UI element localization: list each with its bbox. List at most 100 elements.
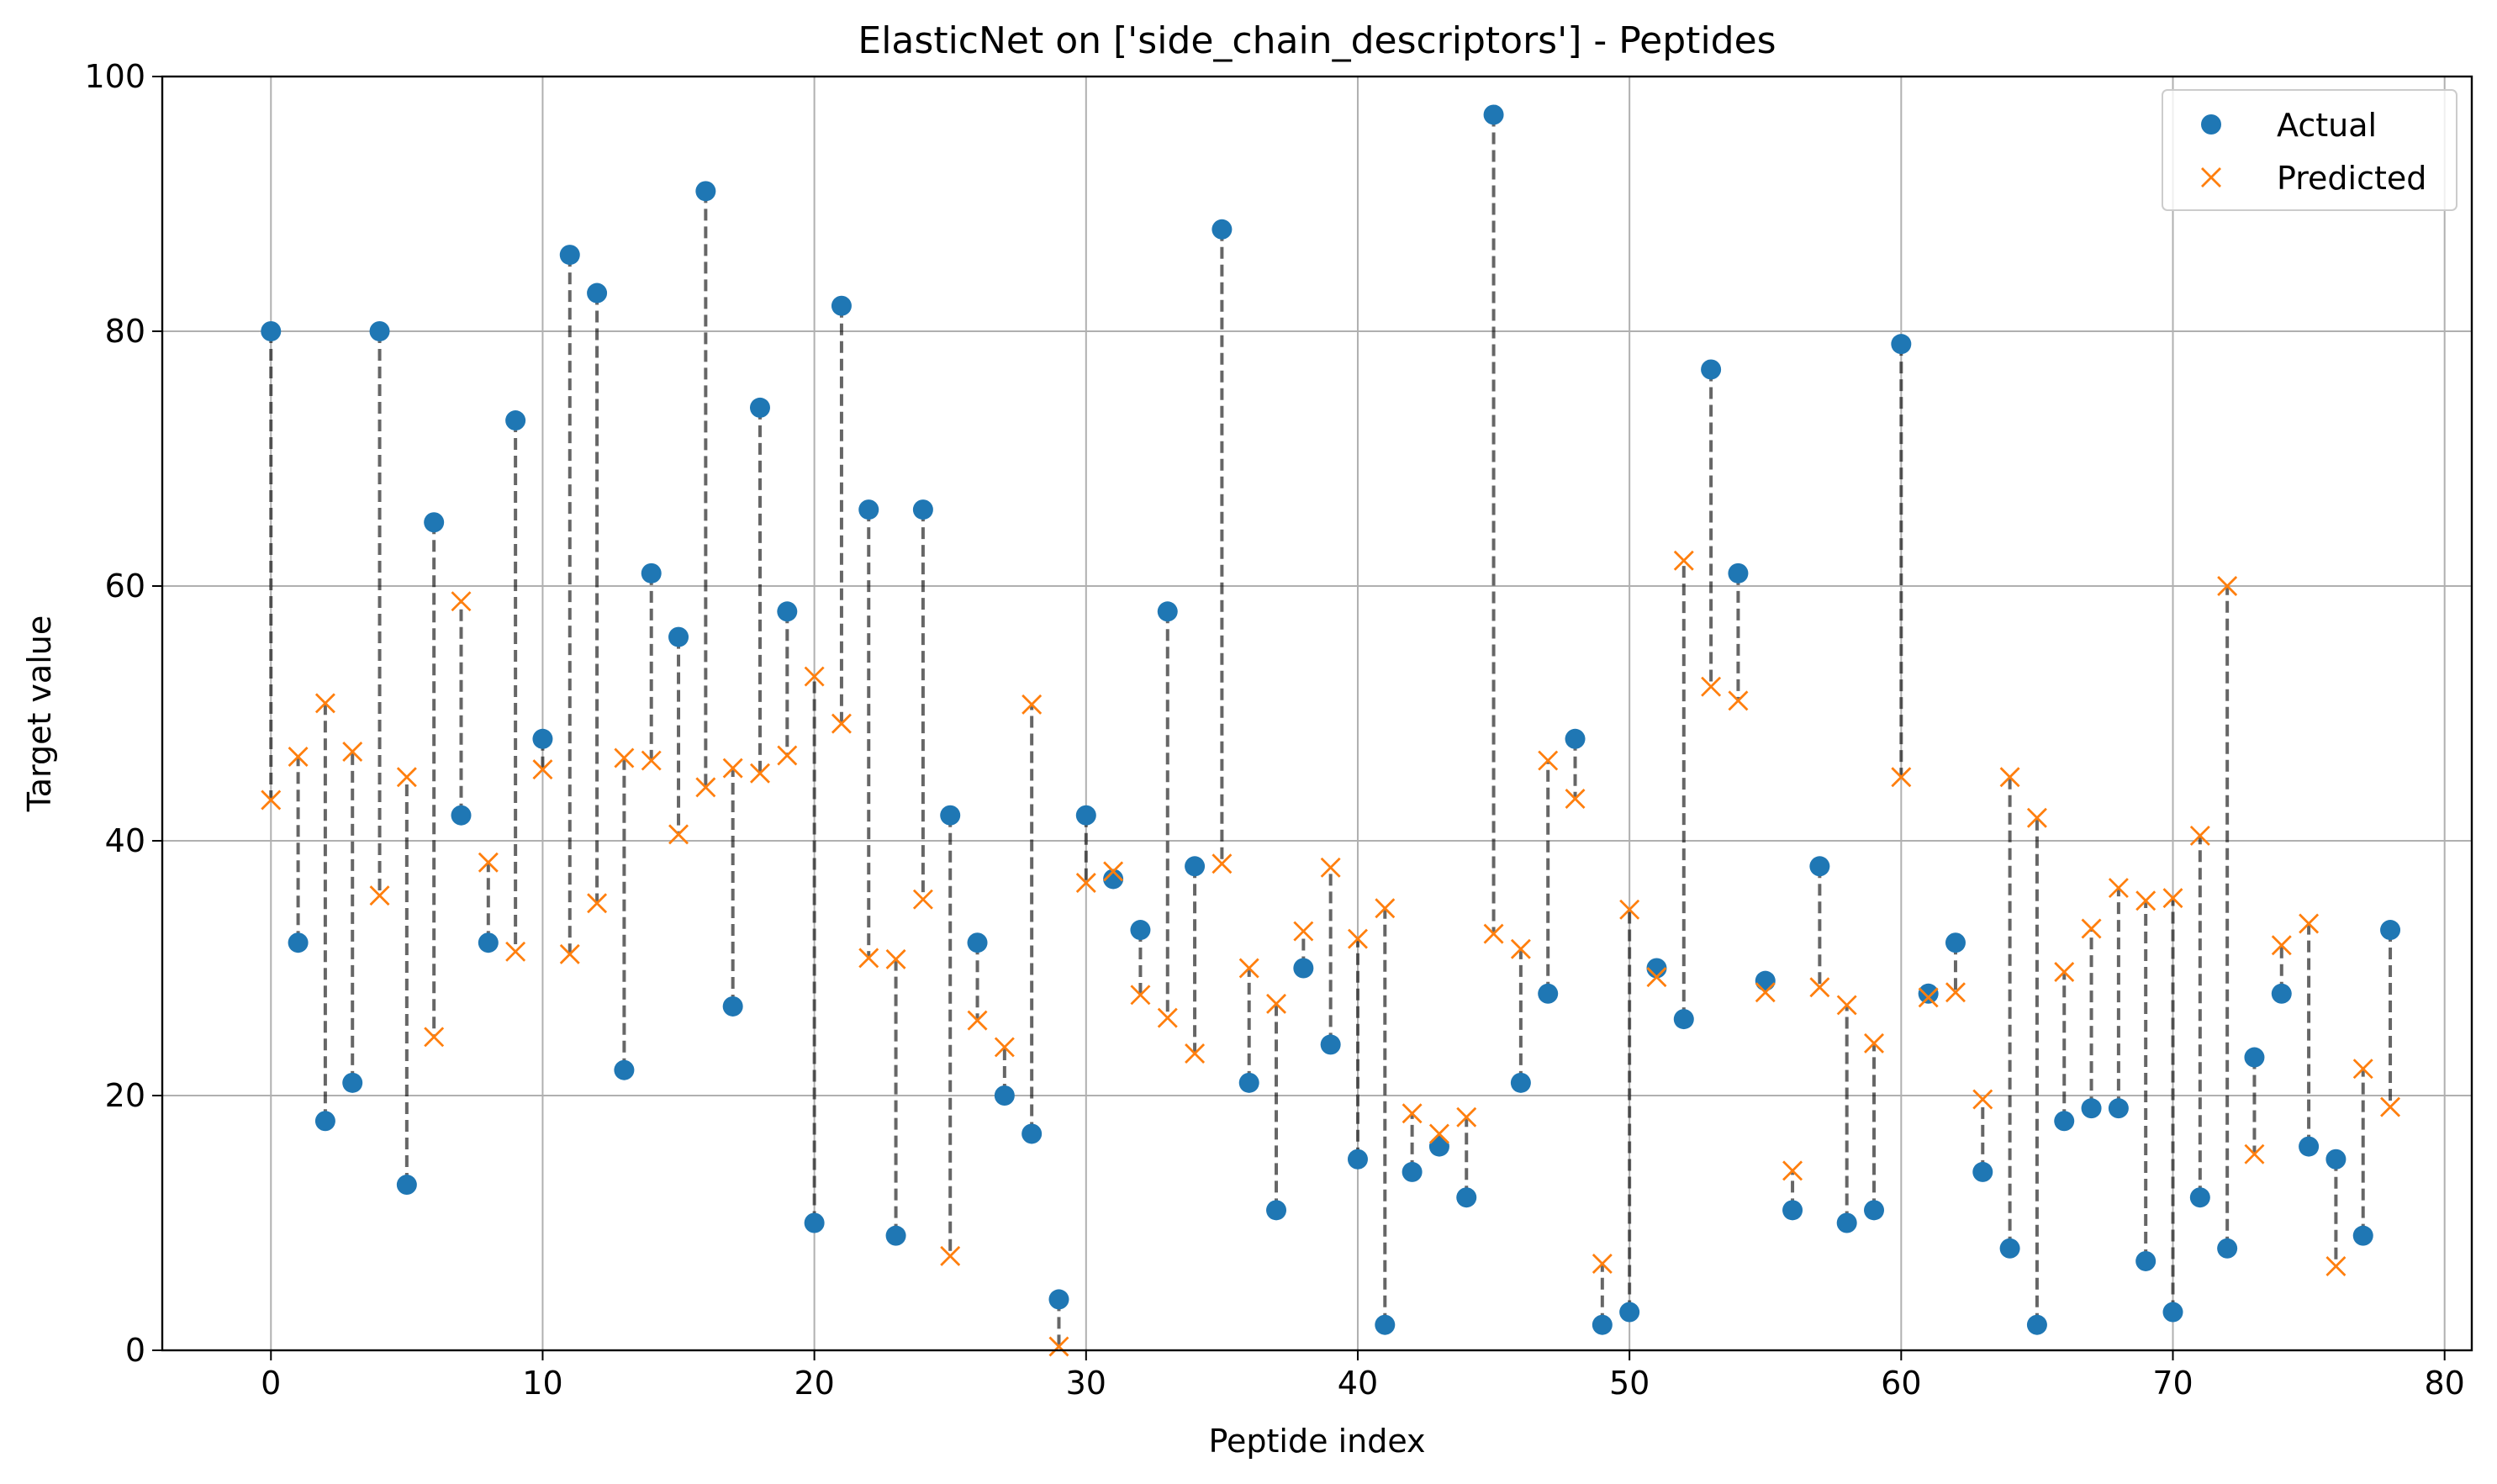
actual-point [587,283,608,304]
predicted-point [2217,576,2238,596]
actual-point [1619,1302,1640,1323]
actual-point [1836,1212,1857,1233]
actual-point [1510,1072,1531,1093]
predicted-point [1782,1160,1803,1181]
actual-point [342,1072,363,1093]
actual-point [288,932,309,953]
actual-point [967,932,988,953]
actual-point [1972,1161,1993,1182]
actual-point [2108,1098,2129,1119]
y-tick-label: 0 [125,1332,145,1369]
predicted-point [261,790,282,811]
predicted-point [369,885,390,906]
predicted-point [396,767,417,788]
actual-point [885,1225,906,1246]
actual-point [2054,1111,2075,1132]
predicted-point [1212,853,1233,874]
y-tick-label: 40 [105,822,145,859]
predicted-point [342,741,363,762]
axis-ticks: 0 10 20 30 40 50 60 70 80 0 20 40 60 80 100 [84,58,2464,1402]
predicted-point [1701,676,1722,697]
predicted-point [885,948,906,969]
actual-point [314,1111,335,1132]
predicted-point [1891,767,1912,788]
actual-point [1375,1314,1396,1335]
actual-point [1538,983,1559,1004]
x-tick-label: 10 [522,1365,562,1402]
actual-point [2271,983,2292,1004]
predicted-point [478,852,499,873]
predicted-point [2299,913,2320,934]
actual-point [1864,1200,1885,1221]
predicted-point [831,713,852,734]
predicted-point [2189,825,2210,846]
actual-point [777,601,798,622]
actual-point [424,512,445,533]
actual-point [641,562,662,584]
actual-point [1918,983,1939,1004]
actual-point [2217,1238,2238,1259]
predicted-point [2325,1256,2347,1276]
actual-point [2135,1250,2156,1271]
legend-actual-marker [2201,114,2221,135]
actual-point [1266,1200,1287,1221]
predicted-point [2108,878,2129,899]
actual-point [1755,970,1776,991]
predicted-point [1999,767,2020,788]
actual-point [1130,920,1151,941]
actual-point [1185,856,1206,877]
predicted-point [424,1027,445,1048]
actual-point [369,321,390,341]
predicted-point [2054,962,2075,983]
predicted-point [2026,807,2047,828]
actual-point [804,1212,825,1233]
predicted-point [1456,1106,1477,1128]
legend-predicted-marker [2201,167,2221,187]
predicted-point [314,693,335,714]
predicted-point [2244,1143,2265,1164]
actual-point [559,245,580,266]
actual-point [261,321,282,341]
actual-point [1673,1009,1694,1030]
actual-point [831,295,852,316]
actual-point [2299,1136,2320,1157]
actual-point [722,995,743,1017]
actual-point [1728,562,1749,584]
predicted-point [858,948,879,969]
predicted-point [967,1010,988,1031]
predicted-point [804,666,825,687]
y-tick-label: 100 [84,58,145,95]
actual-point [749,397,770,418]
predicted-point [1836,995,1857,1016]
actual-point [1022,1123,1043,1144]
predicted-point [532,759,553,780]
x-tick-label: 20 [794,1365,834,1402]
actual-point [668,626,689,647]
predicted-point [614,747,635,768]
actual-point [1402,1161,1423,1182]
predicted-point [1293,921,1314,942]
predicted-point [1483,923,1504,944]
actual-point [451,805,472,826]
predicted-point [1592,1253,1613,1274]
predicted-point [2081,918,2102,939]
predicted-point [1238,958,1259,979]
actual-point [1483,104,1504,125]
predicted-point [2271,935,2292,956]
predicted-point [1022,694,1043,715]
predicted-point [994,1037,1015,1058]
predicted-point [1755,982,1776,1003]
y-tick-label: 60 [105,568,145,605]
actual-point [1999,1238,2020,1259]
predicted-point [288,747,309,767]
y-tick-label: 20 [105,1077,145,1114]
predicted-point [505,941,526,962]
actual-point [2189,1187,2210,1208]
actual-point [1565,728,1586,749]
actual-point [2162,1302,2183,1323]
predicted-point [1103,861,1124,882]
predicted-point [1646,967,1667,988]
predicted-point [2162,888,2183,909]
predicted-point [1185,1043,1206,1064]
actual-point [1809,856,1830,877]
